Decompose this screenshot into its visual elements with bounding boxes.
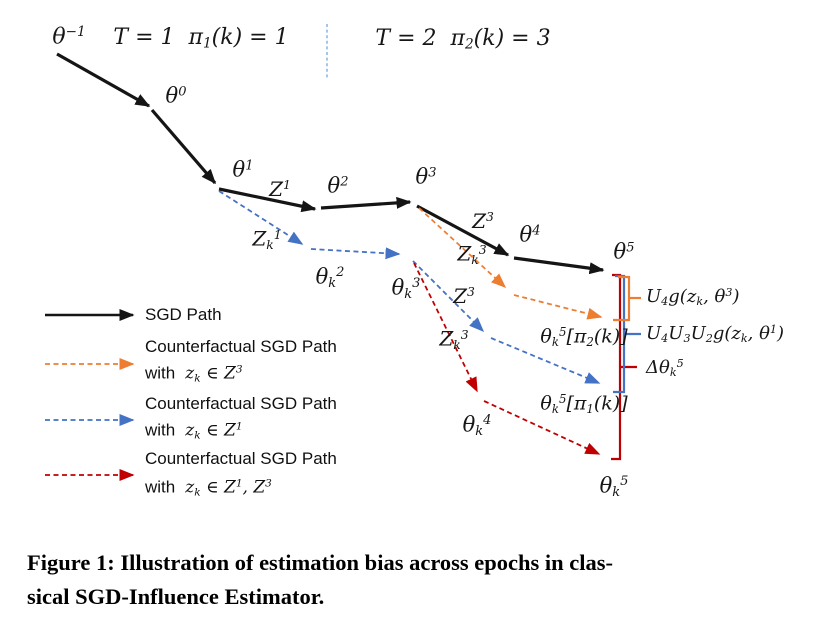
sgd-path-segment-4 [320, 196, 412, 210]
counterfactual-blue-path-segment-2 [310, 247, 401, 260]
caption-line-1: Figure 1: Illustration of estimation bia… [27, 550, 614, 575]
zk-1-label: Zk1 [252, 226, 282, 253]
sgd-path-segment-2 [150, 108, 217, 185]
delta-thetak-5-label: Δθk5 [646, 356, 684, 380]
epoch-1-label: T = 1 π1(k) = 1 [113, 24, 289, 52]
counterfactual-orange-path-segment-2 [513, 294, 603, 320]
thetak-2-label: θk2 [315, 264, 345, 291]
red-error-bracket [611, 273, 622, 461]
legend-label-cf-blue-line2: with zk ∈ Z1 [145, 421, 243, 442]
theta-4-label: θ4 [519, 222, 541, 247]
thetak-4-label: θk4 [462, 412, 492, 439]
counterfactual-blue-path-segment-4 [490, 337, 601, 384]
thetak-5-label: θk5 [599, 473, 629, 500]
sgd-path-segment-5 [416, 204, 510, 257]
legend-label-cf-blue-line1: Counterfactual SGD Path [145, 394, 337, 413]
legend-label-cf-orange-line1: Counterfactual SGD Path [145, 337, 337, 356]
theta-1-label: θ1 [232, 157, 254, 182]
legend-label-sgd-line1: SGD Path [145, 305, 222, 324]
legend-label-cf-blue-math: zk ∈ Z1 [185, 420, 243, 442]
zk-3-red-label: Zk3 [439, 326, 469, 353]
zk-3-orange-label: Zk3 [457, 241, 487, 268]
legend-label-cf-blue-with: with [145, 420, 176, 440]
sgd-path-segment-1 [56, 52, 151, 108]
u4u3u2g-label: U4U3U2g(zk, θ1) [646, 322, 785, 346]
sgd-path-segment-3 [218, 187, 317, 213]
z-3-label: Z3 [472, 209, 494, 233]
thetak-5-pi1-label: θk5[π1(k)] [540, 392, 628, 416]
thetak-5-pi2-label: θk5[π2(k)] [540, 325, 628, 349]
theta-3-label: θ3 [415, 164, 437, 189]
u4g-label: U4g(zk, θ3) [646, 285, 740, 309]
legend-label-cf-red-line1: Counterfactual SGD Path [145, 449, 337, 468]
theta-0-label: θ0 [165, 83, 187, 108]
theta-2-label: θ2 [327, 173, 349, 198]
legend-label-cf-red-line2: with zk ∈ Z1, Z3 [145, 478, 272, 499]
z-1-label: Z1 [269, 177, 291, 201]
thetak-3-label: θk3 [391, 275, 421, 302]
legend-label-cf-orange-math: zk ∈ Z3 [185, 363, 243, 385]
legend-label-cf-red-with: with [145, 477, 176, 497]
counterfactual-orange-path-segment-1 [418, 207, 507, 289]
theta-5-label: θ5 [613, 239, 635, 264]
legend-label-cf-orange-with: with [145, 363, 176, 383]
caption-line-2: sical SGD-Influence Estimator. [27, 583, 325, 609]
sgd-path-segment-6 [513, 256, 605, 275]
figure-caption: Figure 1: Illustration of estimation bia… [27, 546, 802, 614]
counterfactual-red-path-segment-1 [413, 262, 478, 393]
diagram-svg [45, 24, 641, 481]
counterfactual-red-path-segment-2 [483, 400, 601, 455]
legend-label-cf-orange-line2: with zk ∈ Z3 [145, 364, 243, 385]
legend-label-cf-red-math: zk ∈ Z1, Z3 [185, 477, 272, 499]
theta-init-label: θ−1 [52, 23, 86, 50]
epoch-2-label: T = 2 π2(k) = 3 [375, 25, 551, 53]
z-3-blue-label: Z3 [453, 284, 475, 308]
